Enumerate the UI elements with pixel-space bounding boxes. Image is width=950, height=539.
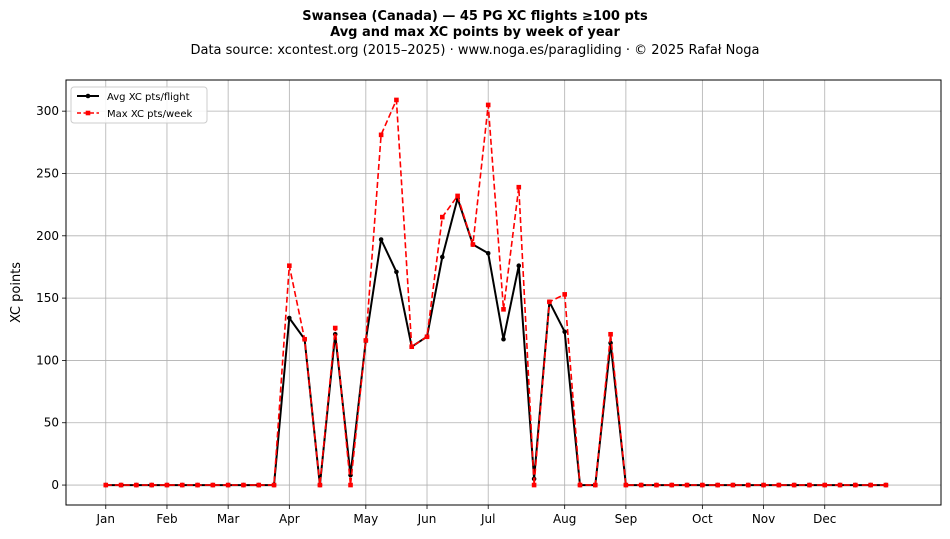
legend-marker-avg [85,93,91,99]
data-point [547,299,552,305]
data-point [348,482,353,488]
data-point [256,482,262,488]
series-line [105,197,886,487]
data-point [562,292,567,297]
data-point [791,482,797,488]
data-point [470,242,476,247]
data-point [287,315,292,321]
y-tick-label: 50 [44,416,59,430]
data-point [868,482,873,488]
data-point [409,344,415,350]
data-point [730,482,736,488]
x-tick-label: Dec [813,512,836,526]
data-point [164,482,170,488]
data-point [516,263,522,269]
data-point [531,482,537,488]
chart-subtitle: Avg and max XC points by week of year [330,25,620,40]
data-point [501,336,506,342]
data-point [302,336,307,342]
data-point [684,482,690,488]
data-point [501,307,506,312]
x-tick-label: May [353,512,378,526]
data-point [654,482,659,488]
data-point [424,334,430,340]
data-point [715,482,720,488]
data-point [103,482,109,488]
data-point [669,482,675,488]
data-point [700,482,705,488]
series-max [103,97,889,488]
y-tick-label: 200 [36,229,59,243]
data-point [149,482,154,488]
data-point [485,250,491,256]
data-point [394,97,399,103]
data-point [822,482,828,488]
data-point [623,482,629,488]
legend-label-max: Max XC pts/week [107,109,192,120]
data-point [853,482,858,488]
series-avg [103,196,889,488]
data-point [287,263,292,269]
x-tick-label: Sep [615,512,638,526]
chart-title: Swansea (Canada) — 45 PG XC flights ≥100… [302,9,648,24]
grid [66,80,941,505]
chart-source-note: Data source: xcontest.org (2015–2025) · … [190,43,760,58]
x-tick-label: Aug [553,512,576,526]
data-point [761,482,766,488]
data-point [332,325,338,331]
data-point [638,482,644,488]
x-tick-label: Oct [692,512,713,526]
data-point [516,184,522,190]
data-point [440,254,445,260]
data-point [195,482,200,488]
data-point [378,237,384,242]
data-point [271,482,277,488]
series [103,97,889,488]
data-point [363,338,369,343]
y-tick-label: 0 [51,478,59,492]
y-tick-label: 100 [36,353,59,367]
data-point [317,482,323,488]
x-tick-label: Mar [217,512,240,526]
data-point [179,482,185,488]
data-point [883,482,889,488]
data-point [562,329,567,335]
y-tick-label: 150 [36,291,59,305]
data-point [440,214,445,220]
data-point [577,482,583,488]
data-point [134,482,139,488]
y-tick-label: 250 [36,166,59,180]
x-tick-label: Nov [752,512,775,526]
data-point [776,482,782,488]
data-point [118,482,124,488]
x-tick-label: Feb [156,512,177,526]
data-point [745,482,751,488]
legend-label-avg: Avg XC pts/flight [107,92,190,103]
data-point [225,482,231,488]
data-point [455,193,460,199]
legend-box [70,86,208,124]
y-axis: 0 50 100 150 200 250 300 [36,104,66,492]
y-axis-label: XC points [9,262,24,323]
plot-frame [65,79,942,506]
legend: Avg XC pts/flight Max XC pts/week [70,86,208,124]
data-point [592,482,598,488]
series-line [105,99,886,486]
x-axis: Jan Feb Mar Apr May Jun Jul Aug Sep Oct Nov Dec [96,505,836,526]
legend-marker-max [85,110,91,116]
data-point [210,482,216,488]
x-tick-label: Jan [96,512,116,526]
data-point [485,102,491,108]
x-tick-label: Jun [417,512,437,526]
data-point [837,482,843,488]
data-point [241,482,246,488]
y-tick-label: 300 [36,104,59,118]
data-point [378,132,384,138]
data-point [608,331,613,337]
x-tick-label: Apr [279,512,300,526]
data-point [807,482,812,488]
data-point [394,269,399,275]
x-tick-label: Jul [480,512,495,526]
